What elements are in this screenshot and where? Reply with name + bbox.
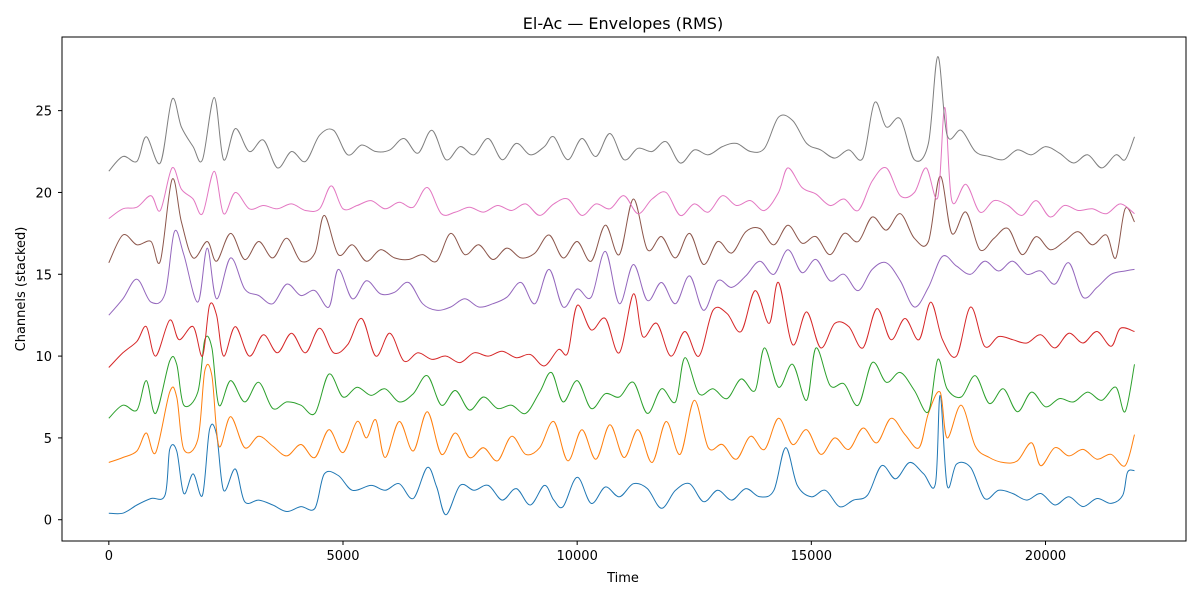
series-line-2: [108, 363, 1135, 467]
y-tick-label: 10: [35, 350, 52, 365]
series-line-6: [108, 175, 1135, 265]
y-tick-label: 20: [35, 186, 52, 201]
y-tick-label: 15: [35, 268, 52, 283]
series-line-1: [108, 394, 1135, 516]
series-line-3: [108, 335, 1135, 419]
y-tick-label: 5: [44, 432, 52, 447]
y-tick-label: 25: [35, 105, 52, 120]
series-layer: [108, 56, 1135, 516]
series-line-4: [108, 281, 1135, 368]
series-line-8: [108, 56, 1135, 172]
y-axis: 0 5 10 15 20 25: [35, 105, 62, 529]
x-tick-label: 10000: [556, 549, 597, 564]
y-axis-title: Channels (stacked): [14, 227, 29, 352]
x-tick-label: 20000: [1025, 549, 1066, 564]
x-tick-label: 5000: [326, 549, 359, 564]
x-tick-label: 15000: [791, 549, 832, 564]
plot-frame: [61, 36, 1187, 542]
chart-title: El-Ac — Envelopes (RMS): [523, 14, 723, 33]
y-tick-label: 0: [44, 514, 52, 529]
series-line-7: [108, 106, 1135, 220]
x-axis-title: Time: [606, 571, 639, 586]
series-line-5: [108, 229, 1135, 316]
x-tick-label: 0: [105, 549, 113, 564]
x-axis: 0 5000 10000 15000 20000: [105, 541, 1066, 564]
